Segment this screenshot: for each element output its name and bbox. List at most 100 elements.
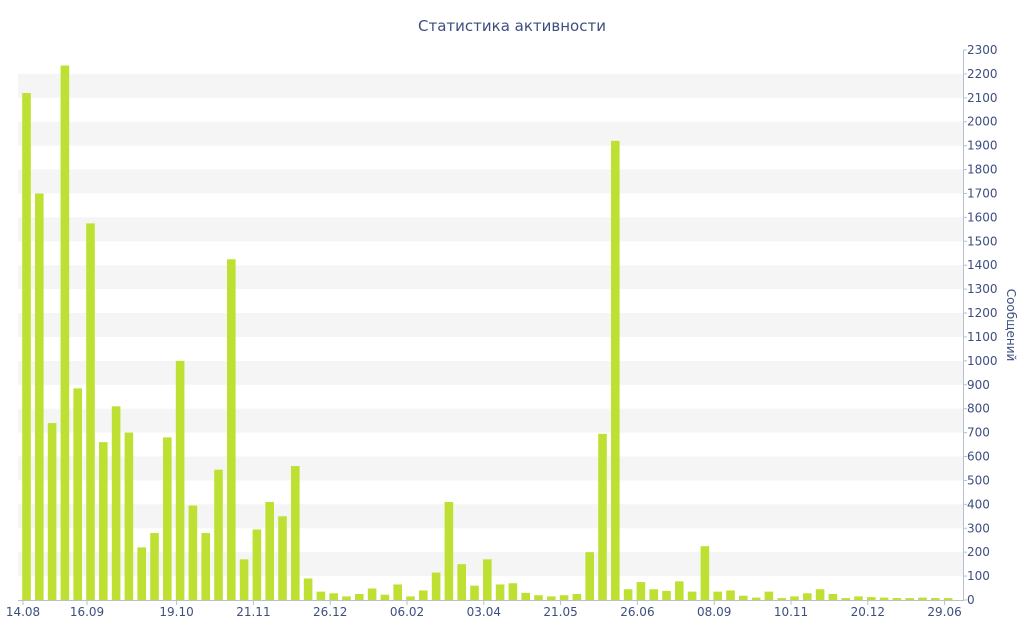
bar [598, 433, 607, 600]
y-tick-label: 1200 [967, 306, 998, 320]
x-tick-label: 06.02 [390, 605, 424, 619]
bar [111, 406, 121, 600]
y-tick-label: 400 [967, 497, 990, 511]
y-tick-label: 1900 [967, 139, 998, 153]
bar [150, 533, 159, 600]
bar [662, 590, 671, 600]
y-tick-label: 1100 [967, 330, 998, 344]
bar [214, 469, 223, 600]
bar [572, 594, 582, 600]
bar [329, 593, 338, 600]
bar [905, 598, 914, 600]
bar [175, 360, 185, 600]
y-tick-label: 1000 [967, 354, 998, 368]
bar [854, 596, 863, 600]
bar [931, 598, 940, 600]
bar [22, 93, 31, 600]
bar [687, 591, 697, 600]
bar [918, 597, 927, 600]
bar [815, 589, 825, 600]
bar [252, 529, 262, 600]
bar [355, 594, 364, 600]
bar [265, 501, 274, 600]
bar [726, 590, 735, 600]
grid-band [18, 313, 963, 337]
bar [419, 590, 428, 600]
y-tick-label: 200 [967, 545, 990, 559]
x-tick-label: 03.04 [467, 605, 501, 619]
x-tick-label: 29.06 [927, 605, 961, 619]
y-tick-label: 1500 [967, 234, 998, 248]
bar [943, 598, 953, 600]
grid-band [18, 504, 963, 529]
grid-band [18, 456, 963, 481]
bar [47, 423, 57, 600]
bar [393, 584, 402, 600]
bar [406, 596, 415, 600]
y-tick-label: 1800 [967, 163, 998, 177]
bar [124, 432, 134, 600]
x-tick-label: 19.10 [159, 605, 193, 619]
bar [867, 597, 876, 600]
bar [495, 584, 505, 600]
bar [457, 564, 466, 600]
bar [751, 597, 761, 600]
y-tick-label: 1600 [967, 210, 998, 224]
bar [444, 501, 454, 600]
bar [713, 591, 722, 600]
y-tick-label: 100 [967, 569, 990, 583]
x-tick-label: 20.12 [851, 605, 885, 619]
bar [764, 591, 774, 600]
bar [99, 442, 108, 600]
y-tick-label: 1700 [967, 186, 998, 200]
bar [367, 588, 377, 600]
x-axis-ticks: 14.08 16.09 19.10 21.11 26.12 06.02 03.04 21.05… [6, 600, 962, 619]
grid-band [18, 265, 963, 290]
y-tick-label: 2000 [967, 115, 998, 129]
bar [137, 547, 146, 600]
bar [239, 559, 249, 600]
bar [73, 388, 82, 600]
grid-bands [18, 73, 963, 577]
y-tick-label: 1400 [967, 258, 998, 272]
y-tick-label: 300 [967, 521, 990, 535]
y-tick-label: 900 [967, 378, 990, 392]
grid-band [18, 73, 963, 98]
bar [739, 595, 748, 600]
grid-band [18, 169, 963, 194]
bar [585, 552, 594, 600]
bar [521, 592, 530, 600]
bar [86, 223, 95, 600]
bar [342, 596, 351, 600]
bar [380, 594, 390, 600]
chart-title: Статистика активности [418, 17, 606, 35]
bar [303, 578, 313, 600]
bar [534, 595, 543, 600]
y-tick-label: 2100 [967, 91, 998, 105]
bar [892, 598, 902, 600]
bar [649, 589, 658, 600]
bar [803, 593, 812, 600]
x-tick-label: 08.09 [697, 605, 731, 619]
y-tick-label: 1300 [967, 282, 998, 296]
bar [623, 589, 633, 600]
bar [700, 546, 710, 600]
bar [316, 591, 326, 600]
bar [470, 585, 479, 600]
bar [611, 140, 620, 600]
grid-band [18, 408, 963, 433]
bar [201, 533, 210, 600]
bar [188, 505, 198, 600]
bar [777, 598, 786, 600]
grid-band [18, 360, 963, 385]
y-tick-label: 800 [967, 402, 990, 416]
bar [483, 559, 492, 600]
y-tick-label: 2300 [967, 43, 998, 57]
y-axis-ticks: 0 100 200 300 400 500 600 700 800 900 1000 1100 1200… [963, 43, 998, 607]
bar [35, 193, 44, 601]
bar [278, 516, 287, 600]
bar [636, 582, 646, 600]
grid-band [18, 121, 963, 146]
